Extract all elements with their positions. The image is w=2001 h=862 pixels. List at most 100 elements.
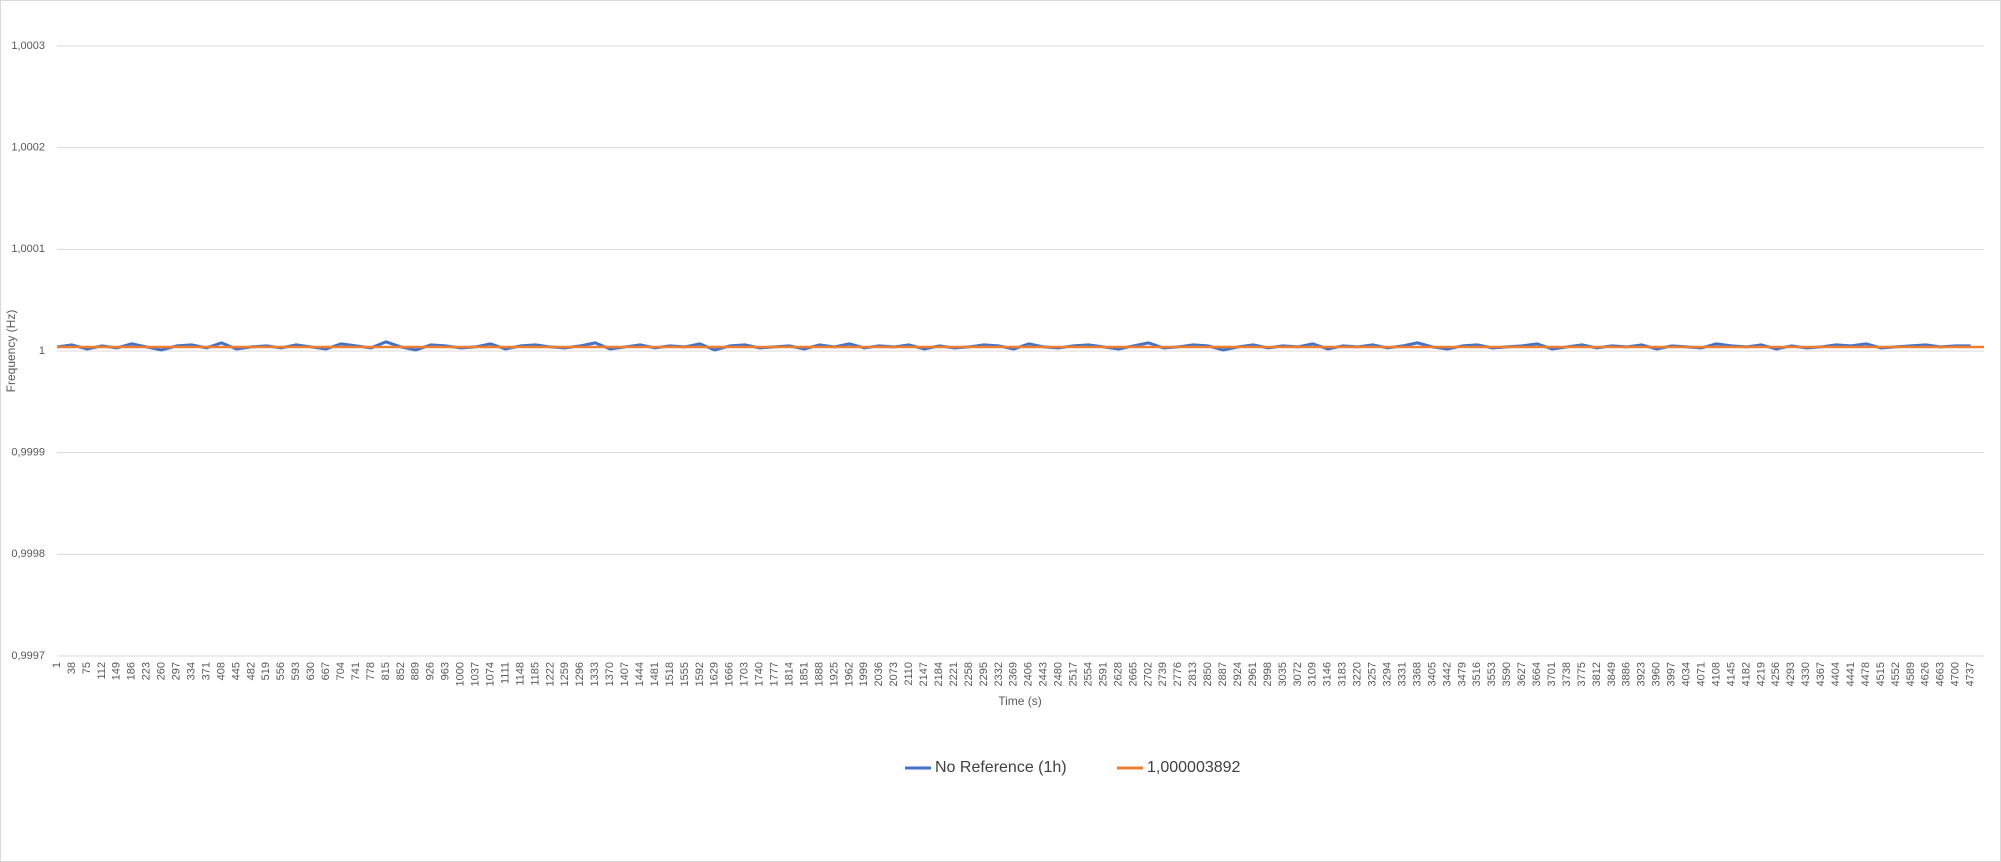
x-tick-label: 2480 [1053, 662, 1065, 686]
y-tick-label: 1,0002 [11, 142, 45, 154]
x-tick-label: 1592 [694, 662, 706, 686]
x-tick-label: 4182 [1740, 662, 1752, 686]
x-tick-label: 2776 [1172, 662, 1184, 686]
x-tick-label: 3886 [1621, 662, 1633, 686]
x-tick-label: 3146 [1322, 662, 1334, 686]
x-tick-label: 2406 [1023, 662, 1035, 686]
x-tick-label: 3738 [1561, 662, 1573, 686]
x-tick-label: 852 [395, 662, 407, 680]
x-tick-label: 1777 [769, 662, 781, 686]
x-tick-label: 3183 [1337, 662, 1349, 686]
x-tick-label: 1925 [828, 662, 840, 686]
x-tick-label: 1444 [634, 662, 646, 686]
x-tick-label: 1185 [529, 662, 541, 686]
x-tick-label: 3442 [1441, 662, 1453, 686]
x-tick-label: 149 [111, 662, 123, 680]
x-tick-label: 667 [320, 662, 332, 680]
x-tick-label: 3701 [1546, 662, 1558, 686]
x-tick-label: 371 [200, 662, 212, 680]
x-tick-label: 1888 [813, 662, 825, 686]
x-tick-label: 2739 [1157, 662, 1169, 686]
x-tick-label: 1629 [709, 662, 721, 686]
x-tick-label: 3257 [1367, 662, 1379, 686]
x-tick-label: 926 [425, 662, 437, 680]
legend-label: No Reference (1h) [935, 759, 1067, 776]
x-tick-label: 1481 [649, 662, 661, 686]
x-tick-label: 1111 [499, 662, 511, 684]
x-tick-label: 2221 [948, 662, 960, 686]
y-tick-label: 1,0003 [11, 40, 45, 52]
x-tick-label: 75 [81, 662, 93, 674]
x-tick-label: 38 [66, 662, 78, 674]
x-tick-label: 4626 [1920, 662, 1932, 686]
x-tick-label: 1814 [783, 662, 795, 686]
x-tick-label: 4737 [1965, 662, 1977, 686]
x-tick-label: 3923 [1636, 662, 1648, 686]
x-tick-label: 1962 [843, 662, 855, 686]
x-tick-label: 4330 [1800, 662, 1812, 686]
x-tick-label: 3331 [1396, 662, 1408, 686]
x-tick-label: 4589 [1905, 662, 1917, 686]
x-tick-label: 963 [440, 662, 452, 680]
x-tick-label: 186 [126, 662, 138, 680]
x-tick-label: 593 [290, 662, 302, 680]
x-tick-label: 1 [51, 662, 63, 668]
x-tick-label: 3035 [1277, 662, 1289, 686]
x-tick-label: 3072 [1292, 662, 1304, 686]
x-tick-label: 2443 [1038, 662, 1050, 686]
x-tick-label: 4478 [1860, 662, 1872, 686]
x-tick-label: 4700 [1950, 662, 1962, 686]
x-tick-label: 2110 [903, 662, 915, 686]
x-tick-label: 2517 [1068, 662, 1080, 686]
x-tick-label: 2036 [873, 662, 885, 686]
x-tick-label: 2147 [918, 662, 930, 686]
x-tick-label: 3849 [1606, 662, 1618, 686]
x-tick-label: 2591 [1097, 662, 1109, 686]
x-tick-label: 3109 [1307, 662, 1319, 686]
x-tick-label: 3997 [1666, 662, 1678, 686]
x-tick-label: 2628 [1112, 662, 1124, 686]
x-tick-label: 2073 [888, 662, 900, 686]
x-tick-label: 3368 [1411, 662, 1423, 686]
x-tick-label: 2961 [1247, 662, 1259, 686]
x-tick-label: 1222 [544, 662, 556, 686]
x-tick-label: 2369 [1008, 662, 1020, 686]
x-tick-label: 112 [96, 662, 108, 680]
x-tick-label: 1851 [798, 662, 810, 686]
x-tick-label: 408 [215, 662, 227, 680]
x-tick-label: 1296 [574, 662, 586, 686]
x-tick-label: 778 [365, 662, 377, 680]
x-tick-label: 3405 [1426, 662, 1438, 686]
x-tick-label: 4256 [1770, 662, 1782, 686]
x-axis-title: Time (s) [998, 694, 1042, 708]
x-tick-label: 3960 [1651, 662, 1663, 686]
x-tick-label: 519 [260, 662, 272, 680]
x-tick-label: 741 [350, 662, 362, 680]
x-tick-label: 3479 [1456, 662, 1468, 686]
x-tick-label: 2887 [1217, 662, 1229, 686]
x-tick-label: 1740 [754, 662, 766, 686]
y-axis-title: Frequency (Hz) [4, 310, 18, 393]
y-tick-label: 1,0001 [11, 243, 45, 255]
x-tick-label: 4108 [1710, 662, 1722, 686]
x-tick-label: 2998 [1262, 662, 1274, 686]
x-tick-label: 1037 [470, 662, 482, 686]
x-tick-label: 2665 [1127, 662, 1139, 686]
y-tick-label: 0,9997 [11, 650, 45, 662]
x-tick-label: 1518 [664, 662, 676, 686]
x-tick-label: 556 [275, 662, 287, 680]
x-tick-label: 4441 [1845, 662, 1857, 686]
x-tick-label: 1370 [604, 662, 616, 686]
y-tick-label: 1 [39, 345, 45, 357]
x-tick-label: 3812 [1591, 662, 1603, 686]
x-tick-label: 1999 [858, 662, 870, 686]
y-tick-label: 0,9999 [11, 447, 45, 459]
x-tick-label: 4219 [1755, 662, 1767, 686]
x-tick-label: 4034 [1681, 662, 1693, 686]
x-tick-label: 334 [185, 662, 197, 680]
x-tick-label: 2924 [1232, 662, 1244, 686]
x-tick-label: 1333 [589, 662, 601, 686]
x-tick-label: 2813 [1187, 662, 1199, 686]
